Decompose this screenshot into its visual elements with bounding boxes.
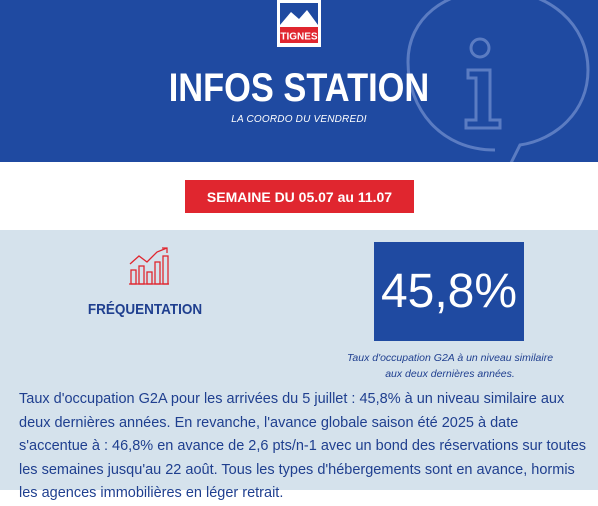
- occupancy-stat: 45,8%: [374, 242, 524, 341]
- week-row: SEMAINE DU 05.07 au 11.07: [0, 162, 598, 230]
- page-subtitle: LA COORDO DU VENDREDI: [231, 114, 367, 125]
- info-bubble-icon: [406, 0, 590, 162]
- header-banner: TIGNES INFOS STATION LA COORDO DU VENDRE…: [0, 0, 598, 162]
- section-title: FRÉQUENTATION: [87, 301, 203, 318]
- section-body-text: Taux d'occupation G2A pour les arrivées …: [19, 391, 587, 501]
- stat-caption-line1: Taux d'occupation G2A à un niveau simila…: [346, 352, 554, 364]
- week-badge: SEMAINE DU 05.07 au 11.07: [185, 180, 414, 213]
- tignes-logo: TIGNES: [277, 0, 321, 47]
- frequentation-section: FRÉQUENTATION 45,8% Taux d'occupation G2…: [0, 230, 598, 501]
- logo-text: TIGNES: [280, 32, 318, 43]
- page-title: INFOS STATION: [168, 66, 430, 110]
- stat-caption: Taux d'occupation G2A à un niveau simila…: [320, 350, 580, 382]
- growth-chart-icon: [129, 247, 169, 285]
- stat-caption-line2: aux deux dernières années.: [385, 368, 515, 380]
